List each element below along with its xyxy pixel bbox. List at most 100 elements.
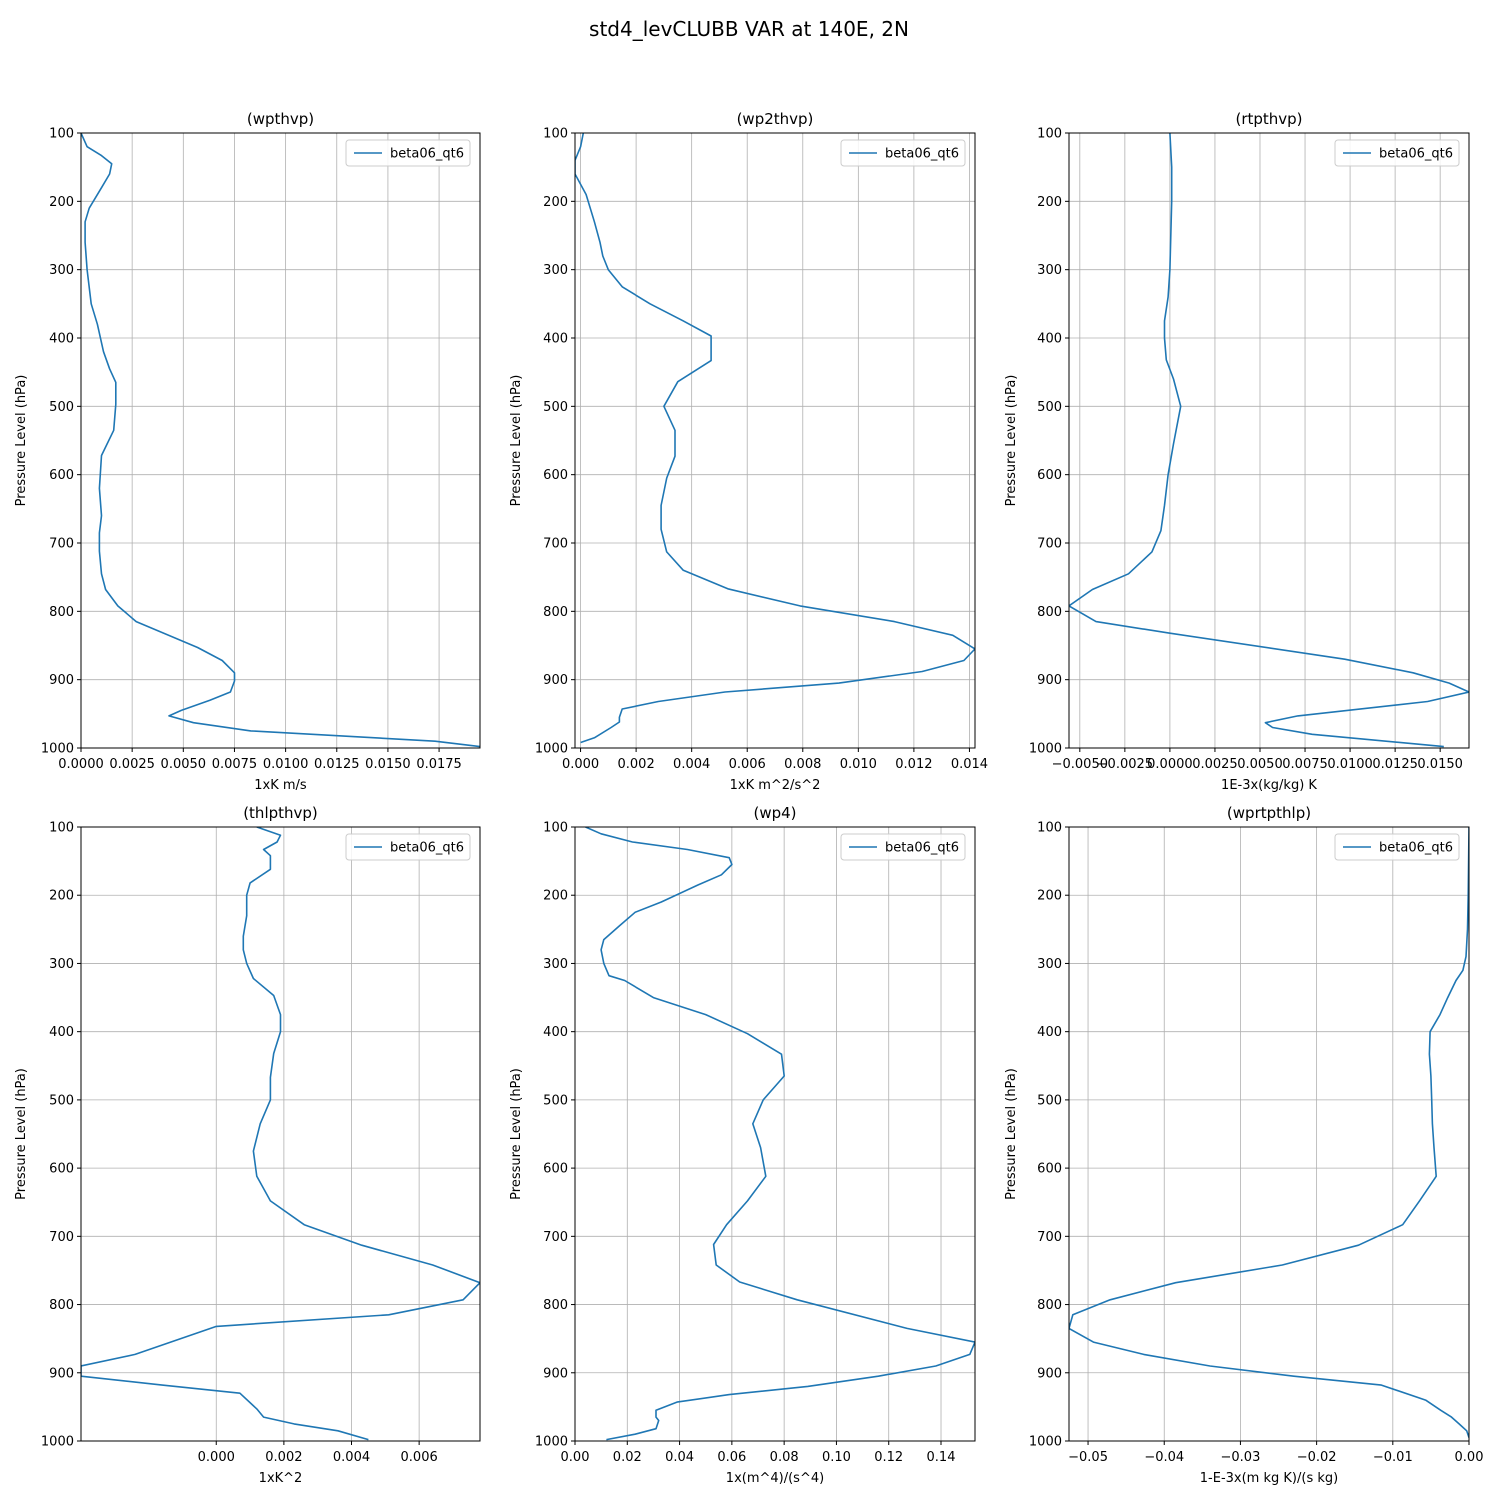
y-tick-label: 700 (543, 1230, 568, 1245)
y-tick-label: 700 (49, 1230, 74, 1245)
y-tick-label: 900 (49, 673, 74, 688)
legend-label: beta06_qt6 (885, 841, 959, 856)
y-tick-label: 600 (1037, 468, 1062, 483)
x-tick-label: 0.0125 (314, 757, 360, 772)
y-tick-label: 500 (1037, 1093, 1062, 1108)
x-tick-label: 0.012 (895, 757, 932, 772)
x-tick-label: 0.004 (333, 1450, 370, 1465)
legend-label: beta06_qt6 (390, 841, 464, 856)
x-tick-label: 0.00 (561, 1450, 590, 1465)
y-tick-label: 200 (1037, 889, 1062, 904)
x-tick-label: 0.14 (927, 1450, 956, 1465)
y-axis-label: Pressure Level (hPa) (14, 1068, 29, 1200)
legend-box (345, 833, 471, 861)
series-line (81, 133, 480, 748)
y-tick-label: 700 (1037, 537, 1062, 552)
y-tick-label: 800 (1037, 1298, 1062, 1313)
y-tick-label: 400 (543, 1025, 568, 1040)
axes-frame (80, 132, 481, 749)
x-tick-label: 0.000 (562, 757, 599, 772)
y-tick-label: 900 (543, 1366, 568, 1381)
y-tick-label: 300 (49, 957, 74, 972)
y-tick-label: 700 (1037, 1230, 1062, 1245)
y-tick-label: 500 (543, 400, 568, 415)
axes-frame (574, 132, 976, 749)
x-axis-label: 1-E-3x(m kg K)/(s kg) (1200, 1471, 1338, 1486)
legend-label: beta06_qt6 (885, 147, 959, 162)
x-tick-label: 0.0075 (1282, 757, 1328, 772)
panel-thlpthvp: (thlpthvp) 1xK^2 Pressure Level (hPa) be… (14, 804, 481, 1486)
y-tick-label: 300 (543, 263, 568, 278)
x-tick-label: −0.02 (1297, 1450, 1337, 1465)
legend-box (840, 139, 966, 167)
panel-wpthvp: (wpthvp) 1xK m/s Pressure Level (hPa) be… (14, 110, 481, 793)
x-tick-label: 0.04 (665, 1450, 694, 1465)
y-tick-label: 500 (49, 1093, 74, 1108)
y-tick-label: 400 (1037, 1025, 1062, 1040)
y-tick-label: 500 (1037, 400, 1062, 415)
panel-wp4: (wp4) 1x(m^4)/(s^4) Pressure Level (hPa)… (509, 804, 976, 1486)
x-tick-label: 0.004 (673, 757, 710, 772)
y-tick-label: 400 (543, 332, 568, 347)
panel-title: (wprtpthlp) (1227, 804, 1311, 822)
x-tick-label: 0.0000 (58, 757, 104, 772)
x-tick-label: 0.002 (618, 757, 655, 772)
x-axis-label: 1xK m^2/s^2 (730, 778, 821, 793)
x-tick-label: 0.008 (784, 757, 821, 772)
x-tick-label: 0.0000 (1147, 757, 1193, 772)
x-tick-label: 0.0075 (212, 757, 258, 772)
series-line (575, 133, 975, 744)
legend-label: beta06_qt6 (1379, 841, 1453, 856)
x-tick-label: 0.002 (265, 1450, 302, 1465)
legend-label: beta06_qt6 (390, 147, 464, 162)
x-tick-label: 0.0150 (365, 757, 411, 772)
series-line (585, 827, 975, 1441)
y-tick-label: 700 (49, 537, 74, 552)
y-tick-label: 800 (1037, 605, 1062, 620)
y-tick-label: 900 (1037, 673, 1062, 688)
y-tick-label: 200 (49, 195, 74, 210)
x-axis-label: 1xK^2 (259, 1471, 303, 1486)
y-tick-label: 1000 (1029, 742, 1062, 757)
x-tick-label: 0.0100 (1327, 757, 1373, 772)
x-tick-label: 0.0125 (1372, 757, 1418, 772)
y-tick-label: 300 (1037, 957, 1062, 972)
y-tick-label: 800 (543, 605, 568, 620)
y-tick-label: 700 (543, 537, 568, 552)
y-tick-label: 1000 (1029, 1435, 1062, 1450)
y-tick-label: 800 (543, 1298, 568, 1313)
panel-title: (wpthvp) (247, 110, 314, 128)
y-tick-label: 200 (1037, 195, 1062, 210)
y-tick-label: 1000 (535, 742, 568, 757)
y-tick-label: 500 (543, 1093, 568, 1108)
x-tick-label: 0.0175 (416, 757, 462, 772)
x-axis-label: 1x(m^4)/(s^4) (726, 1471, 824, 1486)
y-tick-label: 300 (49, 263, 74, 278)
x-tick-label: −0.01 (1373, 1450, 1413, 1465)
x-tick-label: 0.10 (822, 1450, 851, 1465)
x-tick-label: 0.08 (770, 1450, 799, 1465)
y-tick-label: 1000 (41, 742, 74, 757)
y-tick-label: 900 (1037, 1366, 1062, 1381)
y-tick-label: 200 (543, 195, 568, 210)
x-tick-label: 0.00 (1455, 1450, 1484, 1465)
y-tick-label: 600 (49, 468, 74, 483)
x-tick-label: 0.0050 (161, 757, 207, 772)
y-axis-label: Pressure Level (hPa) (1004, 375, 1019, 507)
y-tick-label: 300 (1037, 263, 1062, 278)
y-tick-label: 900 (49, 1366, 74, 1381)
y-tick-label: 100 (1037, 127, 1062, 142)
panel-title: (wp4) (753, 804, 796, 822)
x-tick-label: −0.03 (1221, 1450, 1261, 1465)
axes-frame (574, 826, 976, 1442)
y-tick-label: 800 (49, 605, 74, 620)
x-tick-label: −0.05 (1068, 1450, 1108, 1465)
panel-wp2thvp: (wp2thvp) 1xK m^2/s^2 Pressure Level (hP… (509, 110, 988, 793)
x-tick-label: 0.0150 (1417, 757, 1463, 772)
series-line (1069, 827, 1469, 1438)
y-tick-label: 800 (49, 1298, 74, 1313)
y-tick-label: 400 (49, 332, 74, 347)
y-tick-label: 300 (543, 957, 568, 972)
x-tick-label: 0.02 (613, 1450, 642, 1465)
x-tick-label: 0.12 (874, 1450, 903, 1465)
